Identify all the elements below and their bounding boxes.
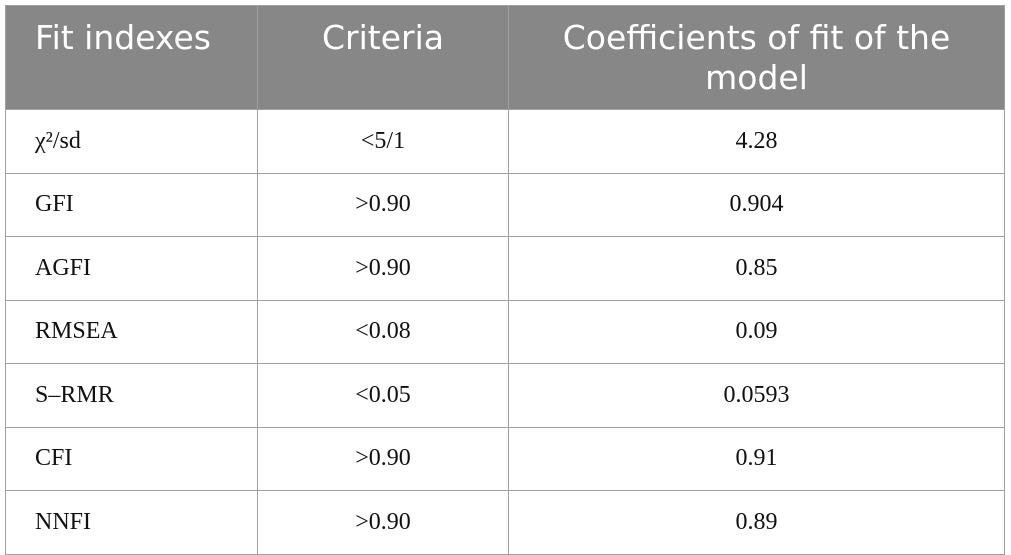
table-row: CFI >0.90 0.91 xyxy=(5,426,1005,491)
table-cell: S–RMR xyxy=(5,363,258,428)
table-cell: 4.28 xyxy=(508,109,1005,174)
header-cell: Criteria xyxy=(257,5,509,110)
table-cell: RMSEA xyxy=(5,299,258,364)
table-cell: >0.90 xyxy=(257,172,509,237)
fit-table: Fit indexes Criteria Coefficients of fit o… xyxy=(5,5,1005,555)
table-row: RMSEA <0.08 0.09 xyxy=(5,299,1005,364)
table-row: GFI >0.90 0.904 xyxy=(5,172,1005,237)
table-cell: 0.89 xyxy=(508,490,1005,555)
header-cell: Coefficients of fit of the model xyxy=(508,5,1005,110)
table-cell: <0.05 xyxy=(257,363,509,428)
table-cell: >0.90 xyxy=(257,236,509,301)
header-cell: Fit indexes xyxy=(5,5,258,110)
table-cell: 0.09 xyxy=(508,299,1005,364)
table-cell: 0.85 xyxy=(508,236,1005,301)
table-cell: NNFI xyxy=(5,490,258,555)
table-cell: χ²/sd xyxy=(5,109,258,174)
table-cell: <0.08 xyxy=(257,299,509,364)
table-cell: >0.90 xyxy=(257,490,509,555)
header-row: Fit indexes Criteria Coefficients of fit o… xyxy=(5,5,1005,110)
table-cell: AGFI xyxy=(5,236,258,301)
table-cell: >0.90 xyxy=(257,426,509,491)
table-body: χ²/sd <5/1 4.28 GFI >0.90 0.904 AGFI >0.90 0.85 R… xyxy=(5,109,1005,555)
table-row: S–RMR <0.05 0.0593 xyxy=(5,363,1005,428)
table-row: χ²/sd <5/1 4.28 xyxy=(5,109,1005,174)
table-cell: <5/1 xyxy=(257,109,509,174)
table-cell: 0.91 xyxy=(508,426,1005,491)
table-row: NNFI >0.90 0.89 xyxy=(5,490,1005,555)
table-cell: CFI xyxy=(5,426,258,491)
table-header: Fit indexes Criteria Coefficients of fit o… xyxy=(5,5,1005,110)
table-cell: GFI xyxy=(5,172,258,237)
table-row: AGFI >0.90 0.85 xyxy=(5,236,1005,301)
table-cell: 0.904 xyxy=(508,172,1005,237)
table-cell: 0.0593 xyxy=(508,363,1005,428)
